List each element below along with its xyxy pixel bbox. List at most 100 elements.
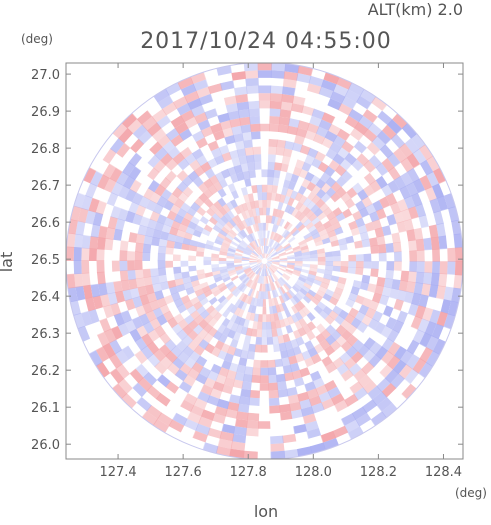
radar-cell	[265, 222, 269, 231]
radar-cell	[270, 265, 278, 270]
radar-cell	[267, 352, 275, 361]
radar-cell	[378, 313, 390, 326]
radar-cell	[269, 266, 276, 273]
radar-cell	[180, 399, 195, 412]
radar-cell	[247, 162, 256, 171]
radar-cell	[228, 362, 239, 373]
radar-cell	[447, 247, 456, 262]
radar-cell	[140, 345, 154, 360]
radar-cell	[353, 387, 368, 401]
radar-cell	[271, 290, 277, 299]
radar-cell	[212, 413, 226, 424]
radar-cell	[83, 284, 93, 300]
radar-cell	[406, 354, 420, 370]
radar-cell	[275, 366, 285, 375]
radar-cell	[147, 292, 157, 303]
radar-cell	[259, 230, 263, 239]
radar-cell	[207, 370, 219, 382]
radar-cell	[376, 377, 391, 392]
radar-cell	[315, 416, 331, 429]
radar-cell	[196, 251, 204, 257]
radar-cell	[249, 259, 257, 261]
radar-cell	[190, 72, 207, 84]
radar-cell	[211, 213, 221, 222]
radar-cell	[372, 292, 382, 304]
radar-cell	[306, 330, 316, 341]
radar-cell	[378, 252, 387, 262]
radar-cell	[192, 430, 208, 443]
radar-cell	[165, 350, 178, 364]
radar-cell	[380, 325, 393, 339]
radar-cell	[315, 314, 325, 324]
radar-cell	[202, 211, 212, 221]
radar-cell	[255, 282, 259, 291]
radar-cell	[273, 242, 279, 249]
radar-cell	[257, 267, 262, 276]
radar-cell	[173, 313, 185, 324]
radar-cell	[365, 203, 377, 215]
radar-cell	[227, 345, 237, 356]
radar-cell	[239, 230, 246, 239]
radar-cell	[85, 182, 98, 199]
radar-cell	[341, 289, 351, 299]
radar-cell	[237, 232, 245, 240]
radar-cell	[300, 298, 309, 307]
radar-cell	[270, 274, 275, 283]
radar-cell	[228, 271, 237, 277]
radar-cell	[385, 139, 400, 154]
radar-cell	[413, 282, 424, 295]
radar-cell	[394, 251, 402, 262]
radar-cell	[211, 300, 221, 309]
radar-cell	[304, 420, 319, 432]
radar-cell	[302, 413, 317, 425]
radar-cell	[283, 273, 291, 279]
radar-cell	[321, 398, 335, 410]
radar-cell	[454, 247, 463, 262]
radar-cell	[331, 393, 345, 406]
radar-cell	[187, 98, 203, 110]
radar-cell	[249, 390, 260, 399]
radar-cell	[270, 200, 276, 209]
radar-cell	[217, 438, 233, 449]
radar-cell	[297, 327, 307, 337]
radar-cell	[149, 210, 160, 222]
radar-cell	[281, 202, 288, 212]
radar-cell	[96, 237, 106, 250]
radar-cell	[410, 315, 423, 330]
radar-cell	[248, 209, 254, 218]
radar-cell	[266, 192, 272, 201]
radar-cell	[303, 282, 312, 290]
radar-cell	[272, 177, 280, 186]
radar-cell	[161, 368, 176, 382]
radar-cell	[267, 247, 273, 255]
radar-cell	[287, 315, 295, 325]
radar-cell	[396, 289, 407, 302]
radar-cell	[359, 419, 376, 434]
radar-cell	[298, 185, 307, 195]
radar-cell	[323, 273, 332, 281]
radar-cell	[165, 127, 180, 141]
radar-cell	[170, 307, 181, 318]
radar-cell	[236, 222, 244, 231]
radar-cell	[381, 171, 395, 185]
radar-cell	[147, 102, 163, 117]
radar-cell	[153, 159, 166, 173]
radar-cell	[271, 264, 278, 270]
radar-cell	[157, 260, 166, 269]
radar-cell	[141, 391, 157, 406]
radar-cell	[194, 288, 204, 297]
radar-cell	[226, 210, 235, 219]
radar-cell	[180, 83, 197, 97]
radar-cell	[193, 211, 203, 221]
radar-cell	[268, 131, 279, 140]
radar-cell	[291, 273, 300, 279]
radar-cell	[363, 172, 376, 186]
radar-cell	[334, 399, 349, 413]
radar-cell	[122, 147, 137, 163]
radar-cell	[153, 172, 166, 185]
radar-cell	[366, 141, 381, 156]
radar-cell	[165, 246, 174, 255]
radar-cell	[306, 181, 316, 192]
radar-cell	[278, 396, 290, 406]
radar-cell	[248, 169, 256, 179]
